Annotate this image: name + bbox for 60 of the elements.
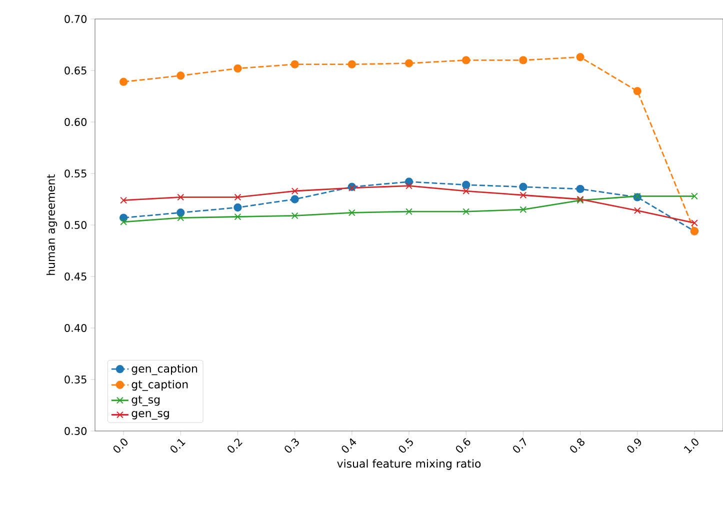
- x-tick-label: 0.6: [456, 438, 470, 453]
- point: [120, 196, 128, 204]
- point: [519, 56, 528, 64]
- point: [462, 188, 470, 194]
- y-tick-label: 0.65: [64, 66, 86, 74]
- point: [519, 182, 528, 191]
- x-tick-label: 0.8: [570, 438, 584, 453]
- y-tick-label: 0.30: [64, 427, 87, 435]
- point: [462, 56, 470, 64]
- y-axis-title: human agreement: [46, 174, 58, 275]
- point: [291, 212, 298, 220]
- point: [520, 192, 527, 199]
- legend-label: gt_caption: [132, 380, 188, 391]
- point: [234, 194, 242, 201]
- point: [234, 203, 242, 212]
- point: [691, 192, 698, 200]
- legend-label: gt_sg: [132, 396, 160, 406]
- point: [176, 72, 185, 80]
- y-tick-label: 0.55: [64, 170, 86, 178]
- y-tick-label: 0.60: [64, 118, 87, 126]
- y-tick-label: 0.45: [64, 272, 86, 280]
- x-tick-label: 0.2: [228, 438, 242, 453]
- point: [576, 184, 584, 194]
- x-tick-label: 0.3: [284, 438, 299, 453]
- point: [462, 180, 470, 189]
- x-tick-label: 1.0: [684, 438, 698, 454]
- x-tick-label: 0.7: [513, 438, 526, 453]
- x-axis-title: visual feature mixing ratio: [337, 459, 481, 470]
- point: [290, 195, 299, 204]
- y-tick-label: 0.50: [64, 221, 87, 229]
- point: [634, 207, 641, 214]
- x-tick-label: 0.4: [342, 438, 356, 453]
- point: [691, 219, 698, 226]
- point: [177, 194, 184, 201]
- point: [119, 78, 128, 86]
- x-tick-label: 0.1: [170, 438, 186, 453]
- point: [120, 218, 128, 226]
- point: [462, 208, 470, 216]
- x-tick-label: 0.5: [398, 438, 413, 453]
- point: [348, 209, 356, 216]
- point: [291, 188, 298, 194]
- point: [576, 53, 584, 62]
- x-tick-label: 0.9: [627, 438, 642, 453]
- point: [290, 60, 299, 68]
- point: [348, 60, 356, 68]
- point: [520, 206, 527, 214]
- y-tick-label: 0.35: [64, 376, 86, 384]
- y-tick-label: 0.70: [64, 15, 87, 23]
- y-tick-label: 0.40: [64, 324, 87, 332]
- point: [633, 87, 642, 96]
- point: [404, 59, 414, 68]
- point: [234, 213, 242, 220]
- legend-label: gen_caption: [132, 364, 198, 376]
- point: [177, 214, 184, 222]
- point: [176, 208, 185, 217]
- legend-label: gen_sg: [132, 410, 169, 420]
- x-tick-label: 0.0: [113, 438, 128, 453]
- point: [406, 182, 412, 190]
- point: [406, 208, 412, 216]
- point: [234, 64, 242, 73]
